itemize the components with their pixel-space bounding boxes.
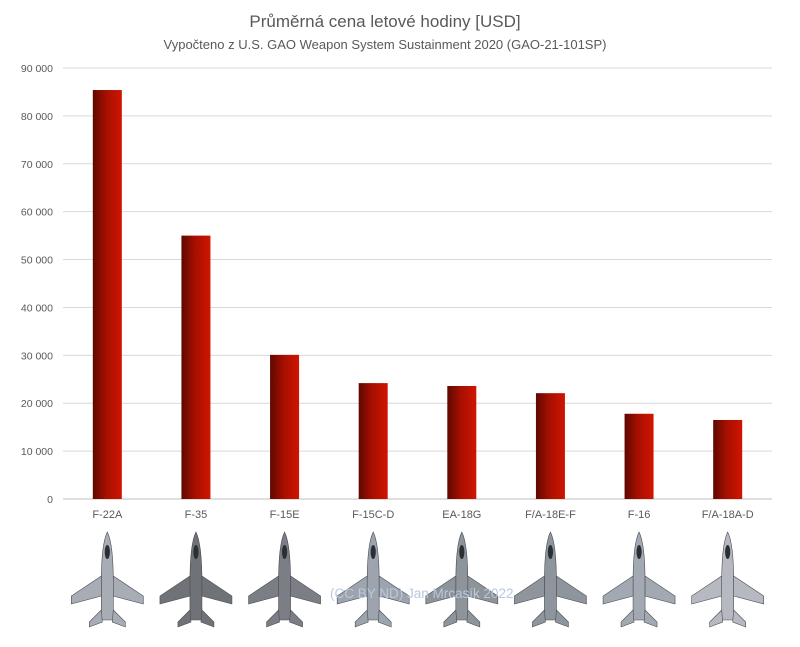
y-tick-label: 70 000 <box>21 159 53 171</box>
bar <box>624 413 654 499</box>
fighter-jet-icon <box>71 531 144 628</box>
y-axis: 0 10 000 20 000 30 000 40 000 50 000 60 000 70 … <box>21 63 53 506</box>
watermark: (CC BY ND) Jan Mrcasík 2022 <box>330 586 514 601</box>
y-tick-label: 30 000 <box>21 350 53 362</box>
bar <box>535 393 565 499</box>
fighter-jet-icon <box>514 531 587 628</box>
y-tick-label: 20 000 <box>21 398 53 410</box>
x-tick-label: F/A-18A-D <box>702 509 754 521</box>
fighter-jet-icon <box>602 531 676 628</box>
chart-title: Průměrná cena letové hodiny [USD] <box>249 12 521 31</box>
bar <box>713 419 743 499</box>
y-tick-label: 80 000 <box>21 111 53 123</box>
x-axis: F-22A F-35 F-15E F-15C-D EA-18G F/A-18E-F F-16… <box>92 509 753 521</box>
y-tick-label: 40 000 <box>21 302 53 314</box>
gridlines <box>63 67 772 500</box>
aircraft-images <box>71 531 764 628</box>
fighter-jet-icon <box>691 531 764 628</box>
fighter-jet-icon <box>425 531 499 628</box>
bar <box>181 235 211 499</box>
x-tick-label: F-22A <box>92 509 123 521</box>
bar <box>92 90 122 499</box>
bar <box>270 354 300 499</box>
bars <box>92 90 743 499</box>
chart-subtitle: Vypočteno z U.S. GAO Weapon System Susta… <box>163 37 607 52</box>
y-tick-label: 0 <box>47 494 53 506</box>
y-tick-label: 60 000 <box>21 207 53 219</box>
x-tick-label: F-15E <box>270 509 300 521</box>
fighter-jet-icon <box>336 531 410 628</box>
x-tick-label: EA-18G <box>442 509 481 521</box>
x-tick-label: F-35 <box>185 509 208 521</box>
fighter-jet-icon <box>248 531 321 628</box>
x-tick-label: F-15C-D <box>352 509 394 521</box>
bar <box>447 385 477 499</box>
fighter-jet-icon <box>159 531 233 628</box>
y-tick-label: 50 000 <box>21 255 53 267</box>
x-tick-label: F-16 <box>628 509 651 521</box>
x-tick-label: F/A-18E-F <box>525 509 576 521</box>
y-tick-label: 90 000 <box>21 63 53 75</box>
bar <box>358 383 388 499</box>
y-tick-label: 10 000 <box>21 446 53 458</box>
